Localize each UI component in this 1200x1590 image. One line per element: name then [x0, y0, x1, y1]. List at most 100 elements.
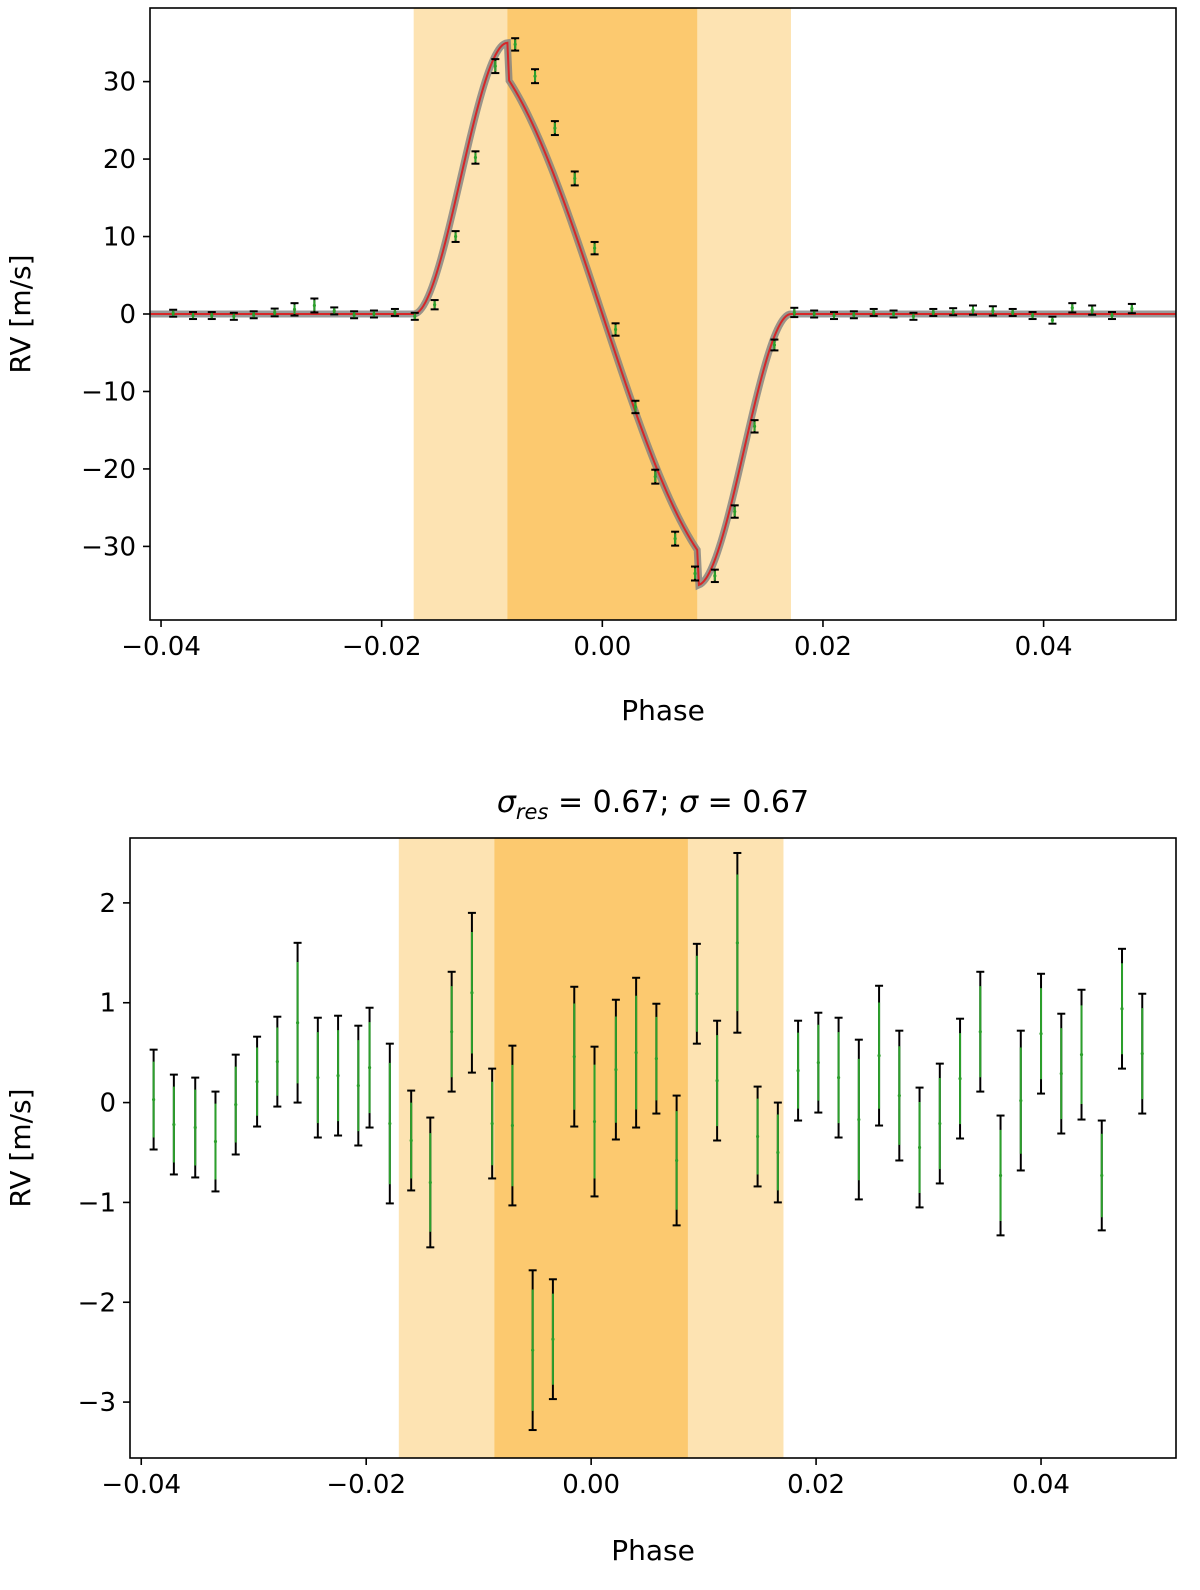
- x-tick-label: 0.04: [1015, 632, 1073, 662]
- data-point: [1068, 302, 1077, 314]
- data-point: [447, 970, 456, 1093]
- data-marker: [998, 1173, 1003, 1178]
- data-marker: [252, 313, 256, 317]
- data-point: [750, 419, 759, 434]
- data-marker: [533, 74, 537, 78]
- data-point: [996, 1114, 1005, 1237]
- data-point: [253, 1035, 262, 1128]
- data-point: [1088, 304, 1097, 316]
- data-point: [550, 120, 559, 137]
- data-marker: [1079, 1053, 1084, 1057]
- data-point: [1008, 307, 1017, 317]
- data-point: [149, 1048, 158, 1151]
- data-point: [334, 1014, 343, 1137]
- data-point: [956, 1017, 965, 1140]
- transit-inner-region: [494, 838, 688, 1458]
- data-marker: [1039, 1032, 1043, 1036]
- data-point: [611, 322, 620, 337]
- plot-area: [150, 8, 1176, 620]
- data-marker: [312, 303, 316, 308]
- x-axis-label: Phase: [611, 1534, 695, 1567]
- data-marker: [428, 1180, 432, 1185]
- data-point: [710, 568, 719, 584]
- data-point: [249, 310, 258, 320]
- data-marker: [816, 1061, 820, 1065]
- data-marker: [332, 309, 336, 313]
- data-point: [570, 985, 579, 1128]
- data-point: [385, 1042, 394, 1205]
- data-marker: [1019, 1098, 1023, 1103]
- data-marker: [275, 1060, 279, 1064]
- data-point: [169, 308, 178, 318]
- data-marker: [295, 1021, 300, 1025]
- panel-top: −0.04 −0.02 0.00 0.02 0.04 −30 −20 −10 0 10 20 30 Ph…: [4, 7, 1177, 727]
- data-point: [889, 309, 898, 319]
- x-tick-label: 0.02: [794, 632, 852, 662]
- data-marker: [634, 1051, 638, 1055]
- data-marker: [551, 1337, 555, 1341]
- data-point: [909, 311, 918, 321]
- data-point: [430, 299, 439, 311]
- data-point: [988, 305, 997, 317]
- data-point: [471, 150, 480, 165]
- data-marker: [675, 1158, 679, 1163]
- data-marker: [573, 176, 577, 181]
- data-marker: [191, 313, 195, 318]
- data-marker: [372, 312, 376, 316]
- data-marker: [792, 310, 796, 315]
- data-marker: [316, 1076, 320, 1080]
- data-marker: [673, 537, 677, 541]
- data-point: [949, 307, 958, 317]
- x-tick-label: −0.04: [101, 1470, 181, 1500]
- data-marker: [1011, 310, 1015, 315]
- data-point: [365, 1006, 374, 1129]
- x-tick-label: −0.02: [326, 1470, 406, 1500]
- data-point: [410, 311, 419, 321]
- data-marker: [752, 424, 757, 428]
- data-marker: [413, 314, 417, 318]
- data-point: [770, 338, 779, 352]
- data-marker: [367, 1066, 372, 1070]
- data-marker: [1059, 1072, 1063, 1076]
- data-marker: [592, 1119, 597, 1124]
- data-point: [1077, 988, 1086, 1121]
- data-marker: [531, 1348, 535, 1352]
- data-point: [169, 1073, 178, 1176]
- data-marker: [213, 1139, 218, 1144]
- data-marker: [693, 571, 697, 576]
- y-tick-label: 30: [103, 68, 136, 98]
- data-point: [869, 307, 878, 317]
- data-point: [528, 1269, 537, 1432]
- data-marker: [991, 309, 995, 313]
- data-point: [929, 307, 938, 317]
- data-marker: [255, 1080, 259, 1084]
- y-tick-label: −2: [78, 1288, 116, 1318]
- data-point: [849, 310, 858, 320]
- data-point: [632, 976, 641, 1129]
- x-tick-label: −0.02: [342, 632, 422, 662]
- data-point: [854, 1038, 863, 1201]
- data-point: [508, 1044, 517, 1207]
- data-point: [875, 984, 884, 1127]
- data-point: [652, 1002, 661, 1115]
- data-marker: [836, 1076, 841, 1080]
- data-point: [407, 1089, 416, 1192]
- data-marker: [756, 1134, 760, 1139]
- data-marker: [453, 234, 458, 239]
- data-point: [511, 37, 520, 52]
- panel-bottom: −0.04 −0.02 0.00 0.02 0.04 −3 −2 −1 0 1 2 Phase RV […: [4, 785, 1177, 1567]
- data-marker: [832, 313, 836, 318]
- x-tick-label: 0.00: [573, 632, 631, 662]
- y-tick-label: 2: [99, 889, 116, 919]
- x-tick-label: 0.04: [1012, 1470, 1070, 1500]
- data-point: [310, 297, 319, 314]
- data-marker: [897, 1093, 901, 1098]
- data-marker: [713, 574, 717, 578]
- data-point: [293, 941, 302, 1104]
- data-marker: [1050, 318, 1055, 322]
- data-point: [631, 399, 640, 415]
- chart-title: σres = 0.67; σ = 0.67: [497, 785, 809, 824]
- data-marker: [171, 311, 175, 315]
- data-marker: [931, 310, 935, 315]
